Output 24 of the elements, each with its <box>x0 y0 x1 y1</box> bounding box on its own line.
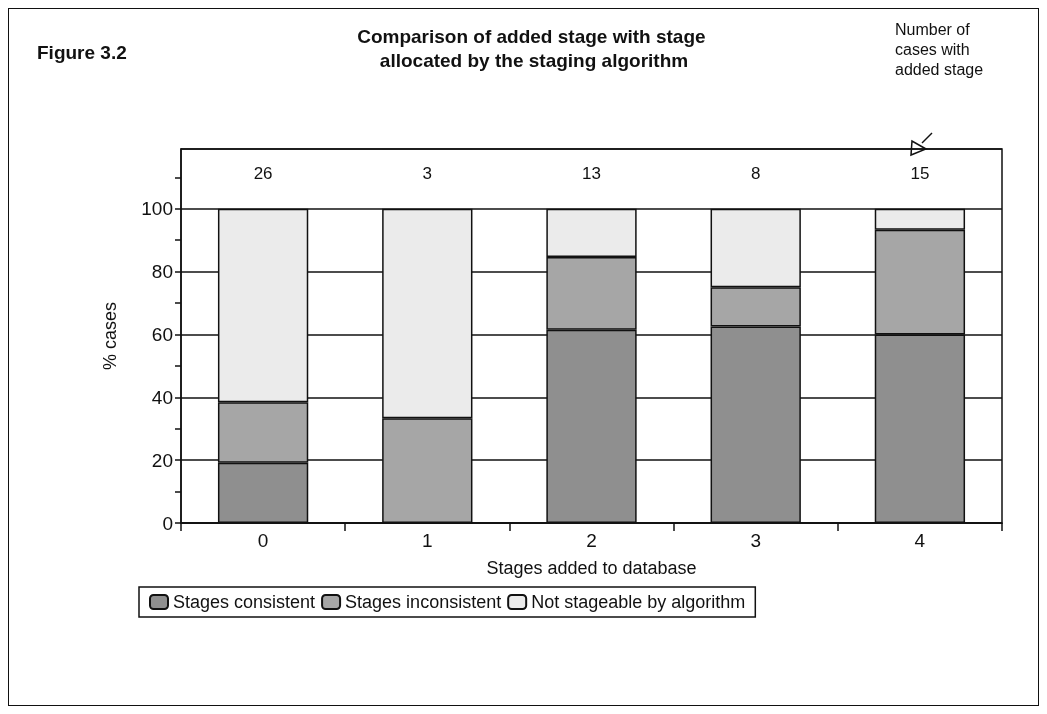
y-tick-label: 100 <box>141 198 173 220</box>
y-tick-label: 0 <box>162 512 173 534</box>
y-tick-label: 80 <box>151 261 173 283</box>
annotation: 26 <box>253 163 273 183</box>
chart-title: Comparison of added stage with stage allocated by the staging algorithm <box>357 25 711 71</box>
caption: Figure 3.2 <box>37 42 127 63</box>
y-tick-label: 60 <box>151 323 173 345</box>
annotation: 13 <box>582 163 601 183</box>
y-tick-label: 20 <box>151 449 173 471</box>
legend-label: Stages inconsistent <box>345 592 502 612</box>
annotation: 8 <box>750 163 761 183</box>
x-tick-label: 3 <box>750 530 761 551</box>
x-tick-label: 4 <box>914 530 926 551</box>
y-axis-title: % cases <box>100 301 120 371</box>
legend-label: Not stageable by algorithm <box>531 592 746 612</box>
x-tick-label: 1 <box>422 530 433 551</box>
legend-label: Stages consistent <box>173 592 316 612</box>
x-tick-label: 2 <box>586 530 597 551</box>
y-tick-label: 40 <box>151 386 173 408</box>
x-tick-label: 0 <box>257 530 269 551</box>
annotation: 3 <box>422 163 433 183</box>
annotation: 15 <box>910 163 930 183</box>
x-axis-title: Stages added to database <box>486 558 697 578</box>
text: Number of cases with added stage <box>895 20 984 78</box>
